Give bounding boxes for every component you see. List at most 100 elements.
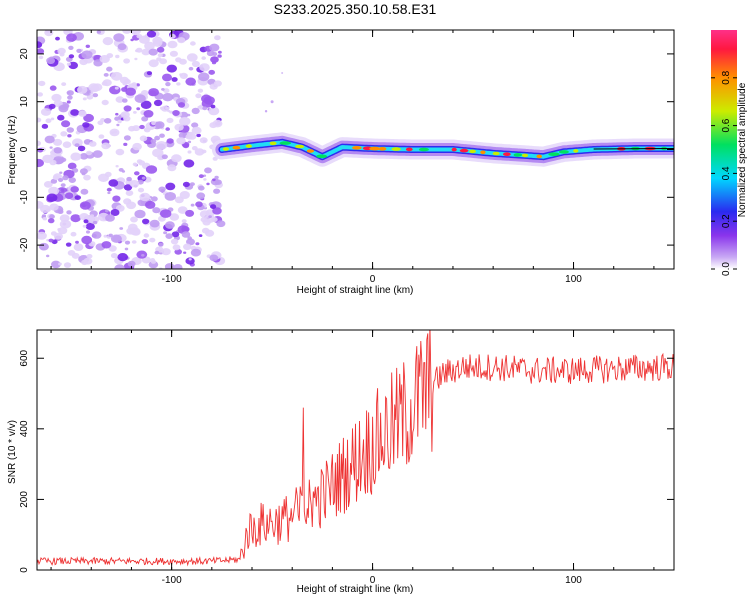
noise-blob	[161, 154, 168, 160]
y-tick-label: 400	[19, 420, 30, 437]
snr-panel: -100 0 100 0 200 400 600 Height of straight li…	[7, 329, 675, 595]
noise-blob	[115, 148, 125, 156]
noise-blob	[152, 148, 164, 158]
noise-blob	[123, 184, 133, 191]
x-tick-label: 0	[370, 274, 376, 285]
noise-blob	[85, 44, 91, 48]
ridge-blob	[295, 144, 305, 149]
noise-blob	[177, 102, 186, 108]
ridge-blob	[232, 145, 241, 150]
noise-blob	[49, 159, 57, 166]
noise-blob	[118, 168, 124, 172]
noise-blob	[177, 206, 188, 214]
ridge-blob	[391, 147, 401, 151]
noise-blob	[115, 165, 119, 168]
noise-blob	[143, 110, 154, 118]
noise-blob	[49, 214, 55, 219]
noise-blob	[281, 72, 284, 75]
noise-blob	[70, 214, 81, 223]
noise-blob	[210, 104, 216, 109]
noise-blob	[264, 110, 268, 113]
x-tick-label: 0	[370, 575, 376, 586]
ridge-blob	[469, 149, 476, 154]
noise-blob	[161, 248, 171, 256]
noise-blob	[82, 224, 87, 228]
noise-blob	[212, 52, 218, 56]
noise-blob	[49, 146, 53, 149]
noise-blob	[169, 50, 178, 57]
noise-blob	[92, 93, 99, 98]
noise-blob	[216, 220, 226, 228]
noise-blob	[187, 150, 192, 154]
noise-blob	[187, 236, 192, 240]
noise-blob	[83, 174, 91, 181]
noise-blob	[117, 119, 122, 124]
noise-blob	[101, 81, 108, 86]
noise-blob	[62, 175, 69, 181]
y-tick-label: -10	[19, 190, 30, 205]
noise-blob	[110, 253, 118, 259]
noise-blob	[128, 125, 136, 132]
noise-blob	[131, 240, 137, 244]
noise-blob	[81, 50, 93, 59]
colorbar-tick-label: 0.4	[721, 166, 732, 180]
x-tick-label: 100	[565, 274, 582, 285]
noise-blob	[108, 179, 119, 187]
noise-blob	[166, 138, 174, 144]
noise-blob	[107, 191, 111, 195]
noise-blob	[58, 262, 62, 266]
noise-blob	[136, 107, 141, 111]
ridge-blob	[418, 147, 429, 152]
noise-blob	[37, 147, 44, 153]
noise-blob	[86, 253, 93, 259]
noise-blob	[68, 54, 75, 59]
noise-blob	[185, 77, 196, 86]
noise-blob	[102, 37, 114, 46]
noise-blob	[152, 39, 163, 47]
noise-blob	[50, 117, 55, 121]
noise-blob	[47, 218, 55, 224]
noise-blob	[218, 50, 222, 54]
noise-blob	[195, 242, 200, 246]
noise-blob	[140, 90, 149, 96]
noise-blob	[60, 188, 65, 192]
noise-blob	[165, 82, 171, 87]
noise-blob	[211, 217, 218, 223]
noise-blob	[174, 196, 184, 204]
noise-blob	[184, 73, 188, 77]
noise-blob	[198, 234, 203, 238]
noise-blob	[148, 88, 160, 97]
noise-blob	[162, 73, 172, 82]
ridge-blob	[352, 146, 362, 150]
noise-blob	[143, 128, 148, 131]
noise-blob	[166, 117, 174, 124]
noise-blob	[133, 111, 137, 114]
noise-blob	[123, 135, 131, 141]
noise-blob	[212, 207, 222, 215]
noise-blob	[148, 59, 159, 68]
noise-blob	[188, 66, 194, 71]
ridge-blob	[503, 152, 511, 156]
noise-blob	[48, 238, 54, 243]
noise-blob	[191, 107, 200, 115]
noise-blob	[194, 148, 205, 156]
noise-blob	[190, 248, 201, 257]
noise-blob	[67, 95, 73, 100]
noise-blob	[85, 223, 95, 230]
noise-blob	[183, 251, 187, 254]
noise-blob	[156, 46, 165, 53]
noise-blob	[58, 178, 64, 182]
noise-blob	[176, 82, 181, 86]
noise-blob	[150, 139, 157, 144]
noise-blob	[58, 104, 69, 113]
ridge-blob	[328, 151, 333, 155]
noise-blob	[61, 120, 71, 128]
noise-blob	[123, 78, 131, 85]
noise-blob	[138, 160, 146, 166]
noise-blob	[37, 92, 43, 97]
noise-blob	[66, 210, 72, 215]
noise-blob	[45, 208, 51, 212]
noise-blob	[191, 122, 199, 128]
noise-blob	[122, 30, 132, 34]
